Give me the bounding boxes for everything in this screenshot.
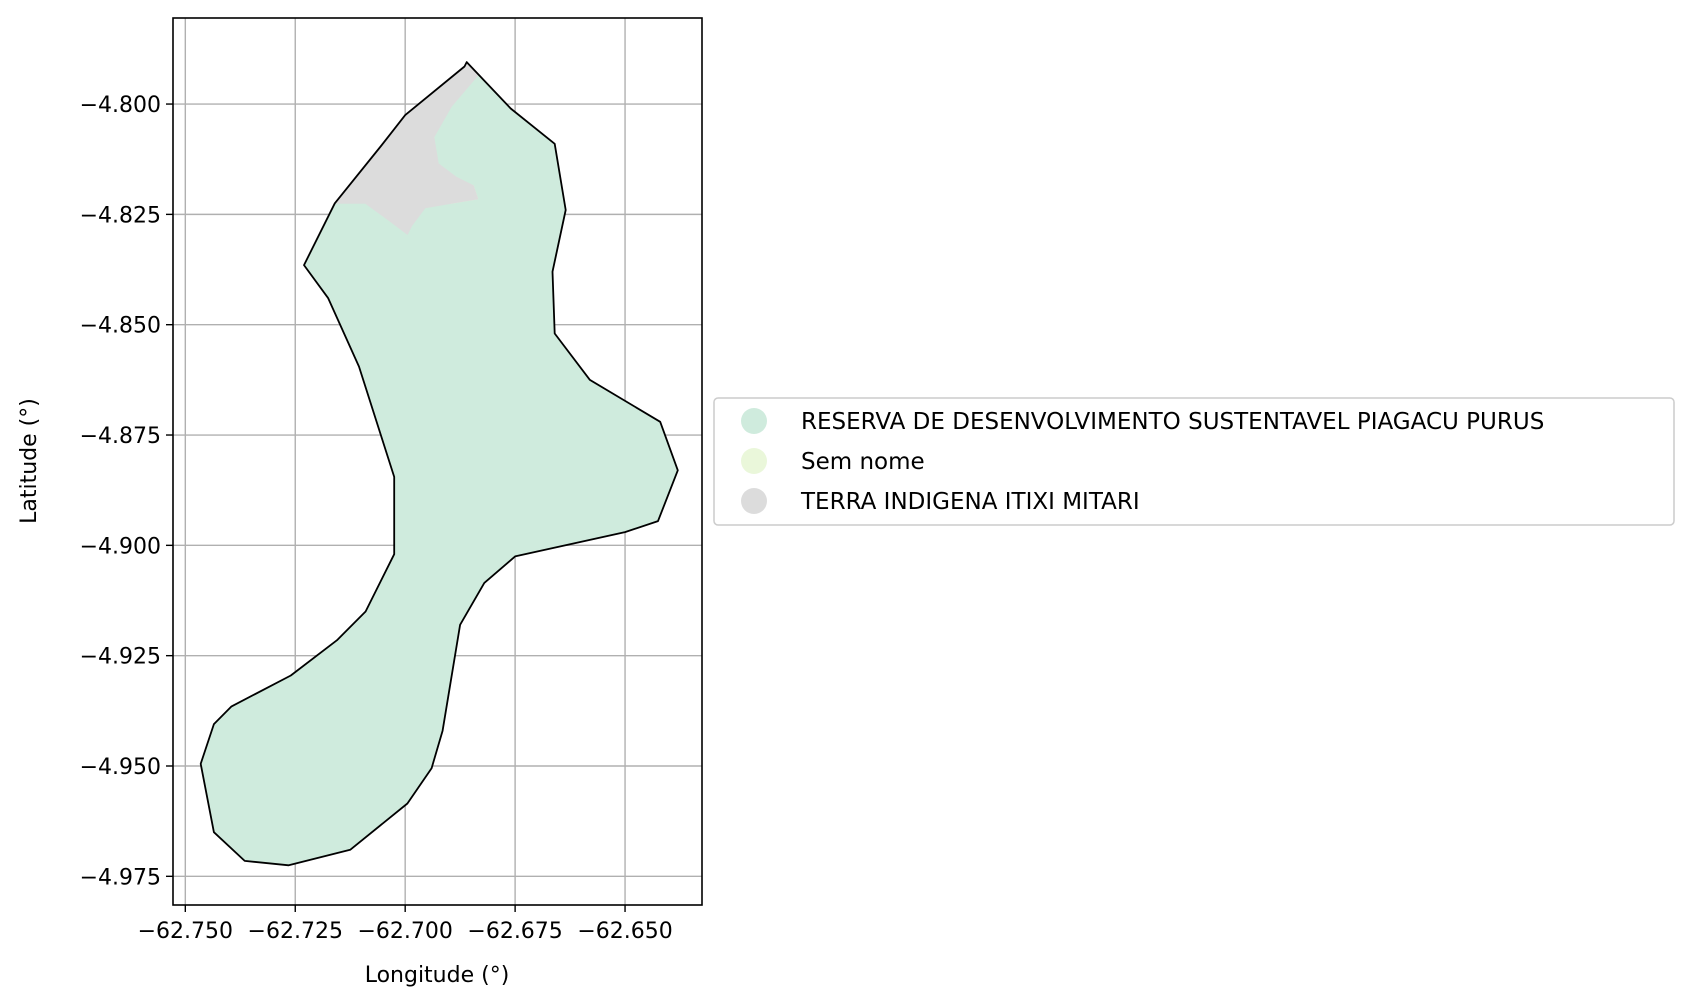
y-tick-label-5: −4.925 [80, 645, 161, 670]
map-outline [199, 61, 679, 867]
y-tick-label-3: −4.875 [80, 424, 161, 449]
y-tick-label-0: −4.800 [80, 93, 161, 118]
y-tick-label-2: −4.850 [80, 314, 161, 339]
legend-label-1: Sem nome [801, 449, 925, 475]
x-tick-label-3: −62.675 [467, 919, 562, 944]
x-axis-ticks: −62.750 −62.725 −62.700 −62.675 −62.650 [138, 905, 673, 944]
y-tick-label-7: −4.975 [80, 865, 161, 890]
x-tick-label-2: −62.700 [357, 919, 452, 944]
legend-marker-2 [741, 488, 767, 514]
y-tick-label-1: −4.825 [80, 203, 161, 228]
x-tick-label-4: −62.650 [577, 919, 672, 944]
x-tick-label-1: −62.725 [248, 919, 343, 944]
boundary-outline [199, 61, 679, 867]
legend-box [713, 397, 1675, 526]
y-axis-label: Latitude (°) [17, 398, 42, 524]
y-tick-label-4: −4.900 [80, 534, 161, 559]
legend-label-0: RESERVA DE DESENVOLVIMENTO SUSTENTAVEL P… [801, 409, 1544, 435]
legend: RESERVA DE DESENVOLVIMENTO SUSTENTAVEL P… [713, 397, 1675, 526]
legend-marker-1 [741, 448, 767, 474]
y-tick-label-6: −4.950 [80, 755, 161, 780]
y-axis-ticks: −4.800 −4.825 −4.850 −4.875 −4.900 −4.925 −4.9… [80, 93, 173, 890]
legend-label-2: TERRA INDIGENA ITIXI MITARI [800, 489, 1140, 515]
x-tick-label-0: −62.750 [138, 919, 233, 944]
x-axis-label: Longitude (°) [365, 963, 510, 988]
axes-frame [172, 17, 703, 906]
legend-marker-0 [741, 408, 767, 434]
